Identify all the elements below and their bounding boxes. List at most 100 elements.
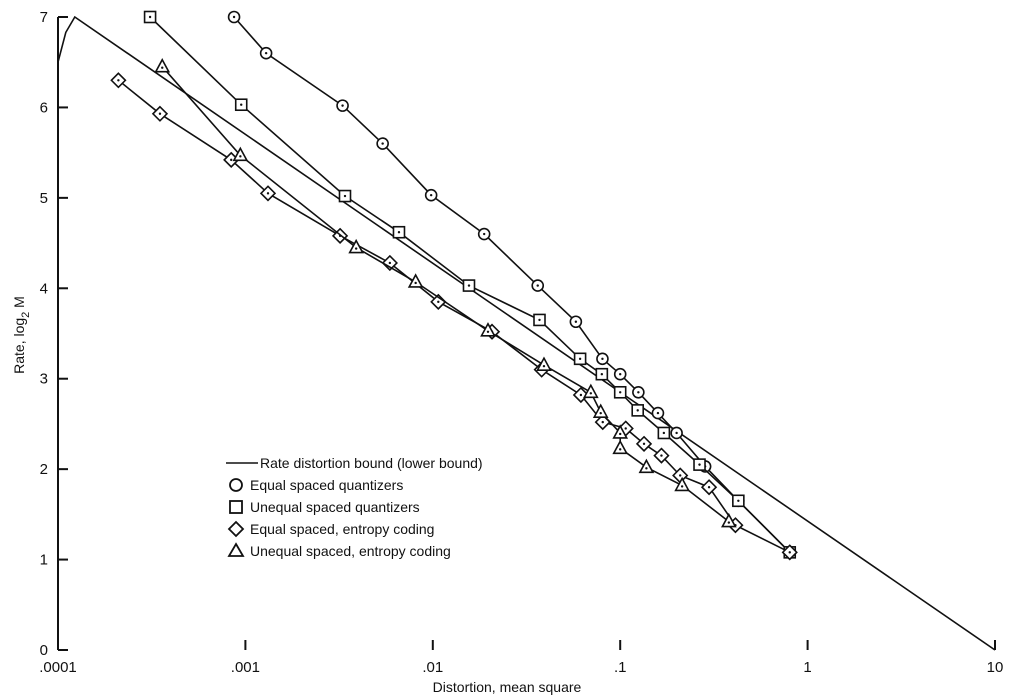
series-equal-spaced-quantizers bbox=[227, 10, 797, 559]
data-point-triangle-dot bbox=[727, 521, 731, 524]
series-layer bbox=[58, 10, 996, 651]
legend-marker-circle bbox=[229, 478, 243, 492]
data-point-diamond-dot bbox=[678, 474, 682, 477]
y-tick-label: 5 bbox=[40, 190, 48, 207]
data-point-circle-dot bbox=[429, 193, 433, 197]
data-point-triangle-dot bbox=[414, 281, 417, 285]
legend-item-rate-distortion-bound-lower-bound: Rate distortion bound (lower bound) bbox=[226, 455, 483, 471]
legend-label: Unequal spaced, entropy coding bbox=[250, 543, 451, 559]
y-tick-label: 3 bbox=[40, 371, 48, 388]
data-point-triangle bbox=[480, 322, 496, 337]
data-point-circle-dot bbox=[675, 431, 678, 435]
data-point-circle-dot bbox=[381, 142, 384, 145]
x-tick-label: .01 bbox=[422, 659, 443, 676]
data-point-triangle-dot bbox=[680, 485, 684, 488]
legend-item-unequal-spaced-entropy-coding: Unequal spaced, entropy coding bbox=[227, 542, 451, 559]
data-point-triangle-dot bbox=[239, 155, 242, 158]
legend-label: Equal spaced, entropy coding bbox=[250, 521, 434, 537]
data-point-square-dot bbox=[148, 15, 152, 19]
data-point-triangle bbox=[154, 58, 171, 73]
data-point-circle-dot bbox=[656, 411, 660, 415]
data-point-square-dot bbox=[662, 431, 666, 435]
data-point-square-dot bbox=[343, 194, 347, 198]
data-point-triangle-dot bbox=[354, 247, 358, 250]
data-point-square-dot bbox=[578, 357, 582, 361]
data-point-circle-dot bbox=[232, 15, 236, 19]
data-point-circle-dot bbox=[482, 232, 486, 236]
legend-marker-diamond bbox=[227, 520, 245, 538]
data-point-circle-dot bbox=[264, 51, 268, 55]
y-tick-label: 2 bbox=[40, 461, 48, 478]
data-point-triangle bbox=[407, 273, 424, 288]
legend-marker-square bbox=[229, 500, 243, 514]
legend-label: Rate distortion bound (lower bound) bbox=[260, 455, 483, 471]
data-point-triangle bbox=[582, 383, 599, 399]
series-line-equal-spaced-quantizers bbox=[233, 16, 791, 553]
x-tick-label: 10 bbox=[987, 659, 1004, 676]
data-point-diamond-dot bbox=[579, 393, 583, 397]
data-point-square-dot bbox=[397, 231, 401, 234]
data-point-circle-dot bbox=[619, 372, 622, 376]
data-point-circle-dot bbox=[341, 104, 344, 107]
series-rate-distortion-bound-lower-bound bbox=[58, 15, 996, 651]
legend-marker-triangle bbox=[227, 542, 245, 557]
y-tick-label: 6 bbox=[40, 99, 48, 116]
series-unequal-spaced-entropy-coding bbox=[154, 58, 737, 528]
data-point-square-dot bbox=[538, 318, 541, 322]
legend-label: Unequal spaced quantizers bbox=[250, 499, 420, 515]
data-point-triangle-dot bbox=[619, 432, 622, 436]
data-point-diamond-dot bbox=[117, 79, 120, 82]
data-point-diamond-dot bbox=[437, 300, 440, 304]
y-axis-label-main: Rate, log bbox=[11, 318, 27, 374]
data-point-diamond-dot bbox=[624, 427, 627, 430]
series-unequal-spaced-quantizers bbox=[143, 10, 797, 559]
data-point-triangle bbox=[721, 512, 737, 528]
data-point-triangle-dot bbox=[542, 364, 546, 368]
legend-label: Equal spaced quantizers bbox=[250, 477, 403, 493]
x-tick-label: 1 bbox=[803, 659, 811, 676]
data-point-diamond-dot bbox=[707, 486, 711, 489]
data-point-square-dot bbox=[240, 103, 243, 106]
data-point-triangle bbox=[612, 424, 629, 439]
data-point-circle-dot bbox=[536, 284, 539, 287]
data-point-triangle-dot bbox=[645, 467, 648, 470]
series-line-rate-distortion-bound-lower-bound bbox=[58, 15, 996, 651]
y-axis-label-tail: M bbox=[11, 296, 27, 312]
x-axis-label: Distortion, mean square bbox=[433, 679, 582, 695]
data-point-circle-dot bbox=[574, 320, 578, 323]
data-point-triangle bbox=[232, 146, 249, 162]
legend-item-unequal-spaced-quantizers: Unequal spaced quantizers bbox=[229, 499, 420, 515]
x-tick-label: .0001 bbox=[39, 659, 77, 676]
data-point-diamond-dot bbox=[230, 158, 233, 162]
data-point-square-dot bbox=[600, 372, 604, 376]
data-point-triangle bbox=[674, 476, 690, 492]
data-point-square-dot bbox=[737, 499, 740, 502]
legend-item-equal-spaced-quantizers: Equal spaced quantizers bbox=[229, 477, 403, 493]
data-point-triangle-dot bbox=[619, 448, 622, 451]
data-point-triangle bbox=[348, 238, 365, 254]
data-point-triangle bbox=[592, 403, 609, 418]
legend-item-equal-spaced-entropy-coding: Equal spaced, entropy coding bbox=[227, 520, 434, 538]
data-point-triangle bbox=[612, 439, 629, 455]
data-point-diamond-dot bbox=[266, 192, 270, 195]
data-point-diamond-dot bbox=[158, 112, 162, 115]
data-point-diamond-dot bbox=[642, 442, 646, 446]
x-tick-label: .001 bbox=[231, 659, 260, 676]
y-ticks: 0 1 2 3 4 5 6 7 bbox=[40, 9, 68, 659]
data-point-triangle-dot bbox=[599, 411, 602, 415]
x-ticks: .0001 .001 .01 .1 1 10 bbox=[39, 640, 1003, 676]
data-point-diamond-dot bbox=[601, 420, 604, 424]
data-point-square-dot bbox=[619, 391, 622, 394]
data-point-triangle bbox=[536, 356, 552, 371]
data-point-triangle-dot bbox=[161, 66, 164, 69]
data-point-square-dot bbox=[698, 463, 701, 466]
data-point-circle-dot bbox=[601, 357, 604, 361]
y-axis-label: Rate, log2 M bbox=[11, 296, 32, 374]
data-point-triangle-dot bbox=[589, 392, 593, 395]
data-point-diamond-dot bbox=[660, 454, 663, 457]
axes: 0 1 2 3 4 5 6 7 .0001 .001 .01 .1 1 10 bbox=[39, 9, 1003, 676]
data-point-square-dot bbox=[467, 284, 471, 287]
y-axis-label-subscript: 2 bbox=[20, 312, 32, 318]
data-point-triangle-dot bbox=[486, 330, 490, 333]
